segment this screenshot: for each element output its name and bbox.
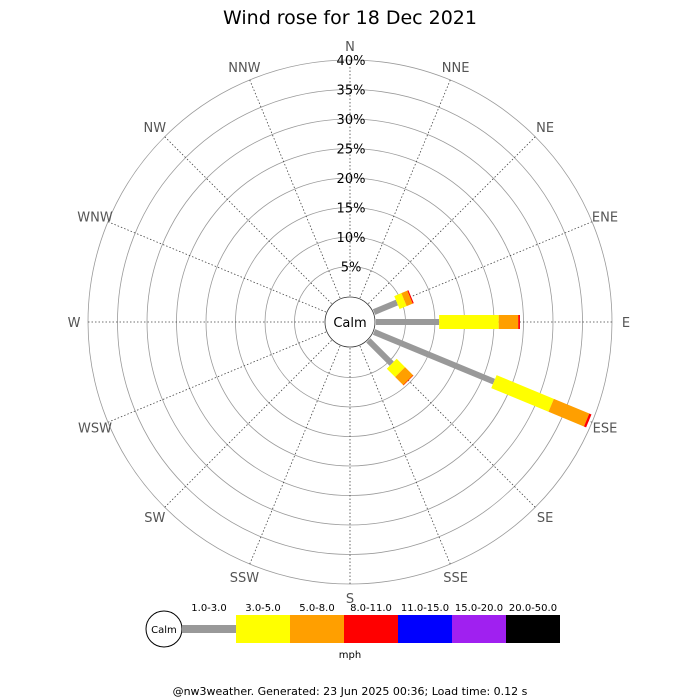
wind-bars xyxy=(366,290,592,428)
bar-se-bin-1 xyxy=(366,338,394,366)
legend-swatch-2 xyxy=(236,615,290,643)
bar-ene-bin-4 xyxy=(407,290,414,304)
bar-segment xyxy=(498,315,519,329)
legend-label-4: 8.0-11.0 xyxy=(350,603,392,614)
grid-spoke xyxy=(359,345,451,565)
direction-label-wsw: WSW xyxy=(78,422,112,437)
legend-label-1: 1.0-3.0 xyxy=(191,603,226,614)
bar-segment xyxy=(403,375,414,386)
bar-e-bin-3 xyxy=(498,315,519,329)
legend-label-2: 3.0-5.0 xyxy=(245,603,280,614)
legend-label-6: 15.0-20.0 xyxy=(455,603,503,614)
direction-label-w: W xyxy=(68,316,81,331)
legend-swatch-1 xyxy=(182,625,236,633)
bar-segment xyxy=(386,358,406,378)
bar-ese-bin-1 xyxy=(372,329,496,385)
grid-spoke xyxy=(107,331,327,423)
bar-e-bin-4 xyxy=(518,315,520,329)
legend-swatch-7 xyxy=(506,615,560,643)
direction-label-sw: SW xyxy=(144,511,165,526)
calm-circle: Calm xyxy=(324,296,376,348)
calm-label: Calm xyxy=(333,316,366,331)
bar-segment xyxy=(401,290,413,307)
ring-labels: 5% 10% 15% 20% 25% 30% 35% 40% xyxy=(337,54,366,276)
grid-spoke xyxy=(249,79,341,299)
direction-label-nnw: NNW xyxy=(228,61,260,76)
bar-segment xyxy=(491,375,554,412)
bar-ese-bin-3 xyxy=(548,398,590,427)
chart-title: Wind rose for 18 Dec 2021 xyxy=(223,7,477,29)
ring-label-15: 15% xyxy=(337,202,366,217)
direction-label-ssw: SSW xyxy=(230,571,260,586)
direction-label-ese: ESE xyxy=(593,422,618,437)
footer-text: @nw3weather. Generated: 23 Jun 2025 00:3… xyxy=(173,685,528,698)
bar-e-bin-1 xyxy=(375,319,440,325)
direction-label-n: N xyxy=(345,40,355,55)
ring-label-30: 30% xyxy=(337,113,366,128)
direction-labels: N NNE NE ENE E ESE SE SSE S SSW SW WSW W WNW NW NNW xyxy=(68,40,631,607)
ring-label-35: 35% xyxy=(337,84,366,99)
bar-segment xyxy=(375,319,440,325)
grid-spoke xyxy=(359,79,451,299)
ring-label-10: 10% xyxy=(337,231,366,246)
bar-segment xyxy=(407,290,414,304)
legend-unit-label: mph xyxy=(339,650,361,661)
calm-circle-shape xyxy=(324,296,376,348)
grid-ring xyxy=(146,118,554,526)
ring-label-40: 40% xyxy=(337,54,366,69)
bar-ene-bin-1 xyxy=(372,299,399,315)
legend-swatch-6 xyxy=(452,615,506,643)
bar-se-bin-2 xyxy=(386,358,406,378)
bar-ese-bin-4 xyxy=(583,413,592,428)
legend-label-3: 5.0-8.0 xyxy=(299,603,334,614)
grid-spoke xyxy=(164,136,332,304)
legend-label-7: 20.0-50.0 xyxy=(509,603,557,614)
legend-swatch-3 xyxy=(290,615,344,643)
bar-segment xyxy=(394,293,407,310)
legend-swatch-4 xyxy=(344,615,398,643)
bar-segment xyxy=(372,299,399,315)
bar-ene-bin-2 xyxy=(394,293,407,310)
ring-label-20: 20% xyxy=(337,172,366,187)
grid-spoke xyxy=(249,345,341,565)
direction-label-s: S xyxy=(346,592,354,607)
legend-swatch-5 xyxy=(398,615,452,643)
direction-label-wnw: WNW xyxy=(77,210,113,225)
ring-label-25: 25% xyxy=(337,143,366,158)
direction-label-nw: NW xyxy=(144,121,167,136)
bar-segment xyxy=(372,329,496,385)
direction-label-nne: NNE xyxy=(442,61,470,76)
bar-ene-bin-3 xyxy=(401,290,413,307)
bar-segment xyxy=(395,367,414,386)
direction-label-e: E xyxy=(622,316,630,331)
grid-spoke xyxy=(164,340,332,508)
ring-label-5: 5% xyxy=(341,261,362,276)
grid-spoke xyxy=(368,136,536,304)
bar-segment xyxy=(439,315,499,329)
bar-e-bin-2 xyxy=(439,315,499,329)
bar-ese-bin-2 xyxy=(491,375,554,412)
grid-spoke xyxy=(107,221,327,313)
bar-se-bin-4 xyxy=(403,375,414,386)
bar-segment xyxy=(583,413,592,428)
direction-label-ne: NE xyxy=(536,121,554,136)
bar-segment xyxy=(548,398,590,427)
bar-se-bin-3 xyxy=(395,367,414,386)
direction-label-sse: SSE xyxy=(443,571,468,586)
bar-segment xyxy=(518,315,520,329)
direction-label-se: SE xyxy=(537,511,553,526)
speed-legend: Calm 1.0-3.0 3.0-5.0 5.0-8.0 8.0-11.0 11.0-15… xyxy=(145,603,560,661)
bar-segment xyxy=(366,338,394,366)
direction-label-ene: ENE xyxy=(592,210,618,225)
legend-label-5: 11.0-15.0 xyxy=(401,603,449,614)
legend-calm-label: Calm xyxy=(151,625,177,636)
